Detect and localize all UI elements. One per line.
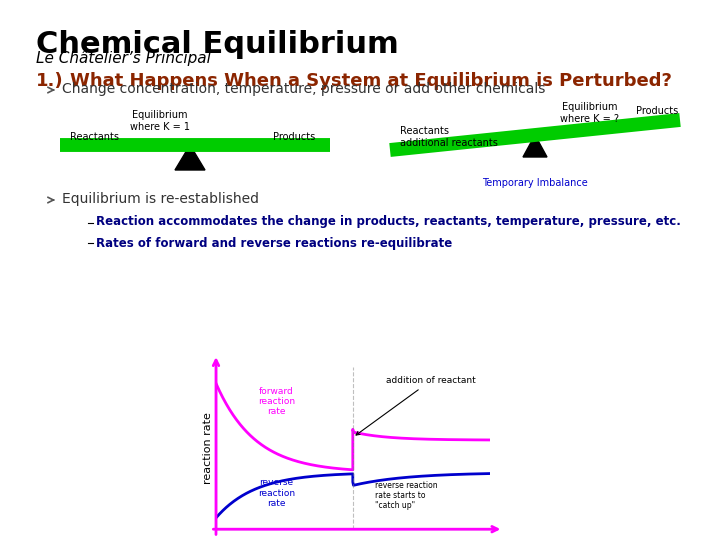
Text: Reaction accommodates the change in products, reactants, temperature, pressure, : Reaction accommodates the change in prod… xyxy=(96,215,681,228)
Polygon shape xyxy=(523,135,547,157)
Text: Products: Products xyxy=(273,132,315,142)
Polygon shape xyxy=(175,145,205,170)
Text: addition of reactant: addition of reactant xyxy=(356,376,475,435)
Text: Le Châtelier’s Principal: Le Châtelier’s Principal xyxy=(36,50,211,66)
Text: What Happens When a System at Equilibrium is Perturbed?: What Happens When a System at Equilibriu… xyxy=(70,72,672,90)
Y-axis label: reaction rate: reaction rate xyxy=(203,412,213,484)
Text: 1.): 1.) xyxy=(36,72,63,90)
Text: Rates of forward and reverse reactions re-equilibrate: Rates of forward and reverse reactions r… xyxy=(96,237,452,249)
Text: Chemical Equilibrium: Chemical Equilibrium xyxy=(36,30,399,59)
Text: reverse reaction
rate starts to
"catch up": reverse reaction rate starts to "catch u… xyxy=(374,481,437,510)
Text: Equilibrium
where K = 1: Equilibrium where K = 1 xyxy=(130,110,190,132)
Text: Reactants
additional reactants: Reactants additional reactants xyxy=(400,126,498,148)
Text: Equilibrium is re-established: Equilibrium is re-established xyxy=(62,192,259,206)
Text: Change concentration, temperature, pressure or add other chemicals: Change concentration, temperature, press… xyxy=(62,82,545,96)
Text: forward
reaction
rate: forward reaction rate xyxy=(258,387,294,416)
Text: Temporary Imbalance: Temporary Imbalance xyxy=(482,178,588,188)
Text: Products: Products xyxy=(636,106,678,116)
Text: reverse
reaction
rate: reverse reaction rate xyxy=(258,478,294,508)
Text: Reactants: Reactants xyxy=(70,132,119,142)
Text: Equilibrium
where K = ?: Equilibrium where K = ? xyxy=(560,103,619,124)
